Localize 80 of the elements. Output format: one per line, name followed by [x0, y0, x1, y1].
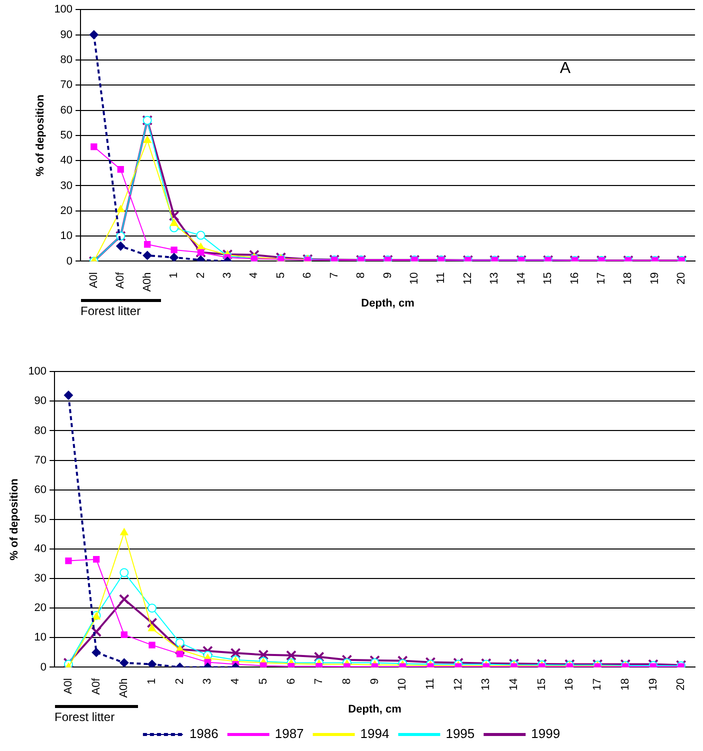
x-tick-label: 11 [435, 272, 448, 284]
y-tick-label: 50 [34, 513, 47, 526]
legend-label: 1986 [189, 726, 218, 742]
x-tick-label: 19 [648, 272, 661, 284]
x-tick-label: 9 [382, 272, 394, 278]
x-tick-label: 1 [168, 272, 180, 278]
legend-label: 1995 [446, 726, 475, 742]
x-tick-label: 12 [462, 272, 474, 284]
x-tick-label: 14 [508, 678, 520, 690]
x-tick-label: 1 [146, 678, 158, 684]
x-tick-label: 10 [396, 678, 409, 690]
y-tick-label: 70 [60, 79, 73, 92]
x-tick-label: 16 [564, 678, 576, 690]
legend-label: 1999 [531, 726, 560, 742]
y-axis-title: % of deposition [34, 94, 47, 176]
x-tick-label: 2 [194, 272, 207, 278]
x-tick-label: A0l [88, 272, 100, 288]
x-tick-label: 14 [515, 272, 528, 284]
x-tick-label: 8 [355, 272, 368, 278]
x-tick-label: 18 [622, 272, 634, 284]
x-tick-label: 13 [480, 678, 492, 690]
x-tick-label: 7 [328, 272, 340, 278]
x-tick-label: 13 [488, 272, 501, 284]
x-tick-label: 5 [257, 678, 270, 684]
x-tick-label: 20 [676, 272, 688, 284]
x-tick-label: A0f [114, 271, 127, 289]
y-tick-label: 20 [34, 602, 47, 614]
y-tick-label: 90 [60, 28, 73, 41]
text: Forest litter [54, 710, 115, 724]
y-tick-label: 90 [34, 395, 47, 408]
y-tick-label: 100 [54, 4, 73, 16]
text: Forest litter [80, 304, 141, 318]
x-tick-label: 8 [340, 678, 353, 684]
y-tick-label: 80 [60, 54, 73, 66]
x-tick-label: 2 [174, 678, 186, 684]
x-tick-label: 12 [452, 678, 464, 690]
annotation: A [560, 60, 570, 78]
x-tick-label: 15 [542, 272, 554, 284]
x-tick-label: 5 [274, 272, 287, 278]
y-tick-label: 10 [34, 632, 47, 644]
x-tick-label: 6 [302, 272, 314, 278]
x-tick-label: A0l [62, 678, 75, 694]
x-tick-label: A0f [90, 677, 102, 695]
x-tick-label: 17 [592, 678, 604, 690]
x-tick-label: 10 [408, 272, 421, 284]
x-axis-title: Depth, cm [361, 297, 415, 310]
x-tick-label: A0h [141, 272, 154, 292]
y-tick-label: 30 [60, 180, 73, 192]
x-tick-label: 19 [647, 678, 660, 690]
x-tick-label: 7 [313, 678, 326, 684]
x-tick-label: 17 [596, 272, 608, 284]
y-tick-label: 100 [28, 366, 47, 378]
y-tick-label: 0 [66, 255, 73, 268]
x-tick-label: 6 [285, 678, 298, 684]
x-tick-label: 4 [230, 678, 242, 684]
legend-label: 1994 [360, 726, 390, 742]
y-tick-label: 70 [34, 454, 47, 466]
x-tick-label: 15 [536, 678, 548, 690]
y-tick-label: 10 [60, 230, 73, 242]
x-tick-label: 18 [619, 678, 632, 690]
x-tick-label: 3 [202, 678, 214, 684]
x-tick-label: 4 [248, 272, 260, 278]
y-axis-title: % of deposition [8, 478, 21, 560]
y-tick-label: 80 [34, 424, 47, 437]
x-tick-label: 20 [675, 678, 688, 690]
y-tick-label: 0 [40, 661, 47, 674]
y-tick-label: 20 [60, 204, 73, 217]
x-tick-label: 11 [424, 678, 436, 690]
legend-label: 1987 [274, 726, 304, 742]
y-tick-label: 60 [34, 484, 47, 496]
x-tick-label: 16 [568, 272, 581, 284]
y-tick-label: 50 [60, 129, 73, 142]
x-tick-label: A0h [118, 678, 130, 698]
x-tick-label: 9 [368, 678, 381, 684]
x-tick-label: 3 [222, 272, 234, 278]
y-tick-label: 40 [34, 543, 47, 556]
y-tick-label: 60 [60, 104, 73, 116]
y-tick-label: 30 [34, 572, 47, 585]
y-tick-label: 40 [60, 154, 73, 167]
x-axis-title: Depth, cm [348, 703, 402, 716]
